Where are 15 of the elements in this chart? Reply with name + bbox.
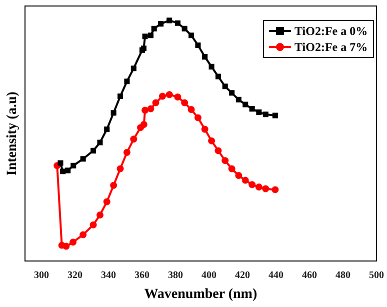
x-axis-title: Wavenumber (nm) — [144, 287, 258, 302]
y-axis-title: Intensity (a.u) — [5, 91, 20, 176]
legend-label: TiO2:Fe a 7% — [294, 39, 368, 55]
x-tick-label: 440 — [268, 270, 284, 281]
x-tick-label: 380 — [168, 270, 184, 281]
x-tick-label: 320 — [68, 270, 83, 281]
legend-label: TiO2:Fe a 0% — [294, 23, 368, 39]
x-tick-label: 460 — [302, 270, 318, 281]
x-tick-label: 300 — [34, 270, 50, 281]
x-tick-label: 480 — [336, 270, 351, 281]
x-tick-label: 340 — [101, 270, 116, 281]
x-tick-label: 420 — [235, 270, 250, 281]
x-tick-label: 500 — [369, 270, 384, 281]
x-tick-label: 360 — [134, 270, 150, 281]
x-tick-label: 400 — [202, 270, 217, 281]
